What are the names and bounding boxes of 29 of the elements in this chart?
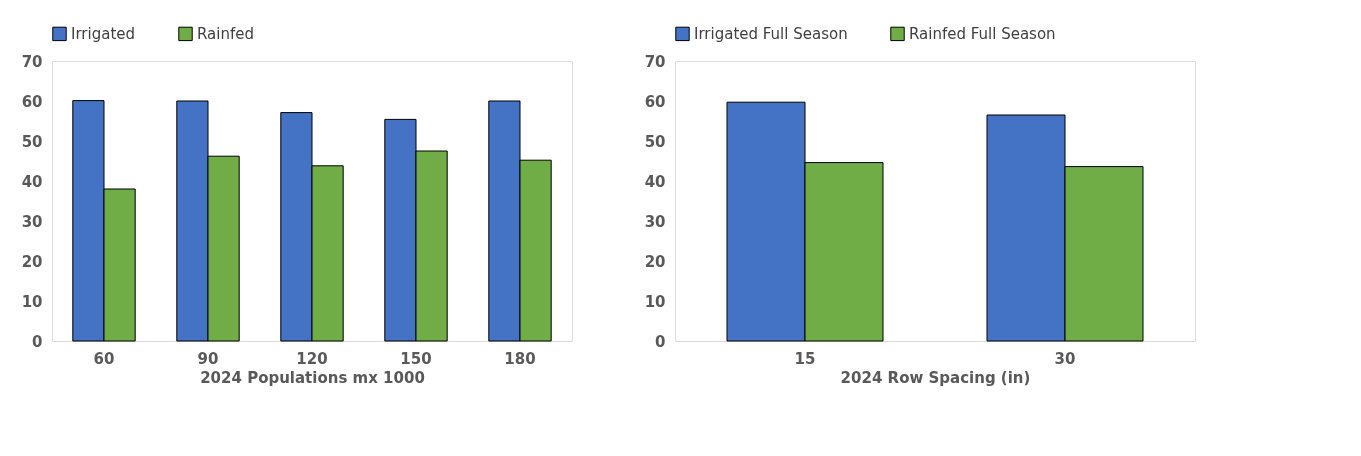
y-tick-label: 0: [655, 332, 666, 351]
y-tick-label: 10: [21, 292, 43, 311]
y-tick-label: 0: [32, 332, 43, 351]
x-tick-label: 180: [504, 349, 536, 368]
x-axis-title: 2024 Populations mx 1000: [200, 368, 425, 387]
legend-label: Irrigated Full Season: [694, 24, 848, 43]
legend-label: Irrigated: [71, 24, 136, 43]
y-tick-label: 30: [644, 212, 666, 231]
y-tick-label: 20: [644, 252, 666, 271]
x-tick-label: 120: [296, 349, 328, 368]
x-tick-label: 15: [794, 349, 816, 368]
y-tick-label: 40: [644, 172, 666, 191]
x-axis-title: 2024 Row Spacing (in): [840, 368, 1031, 387]
y-tick-label: 70: [21, 52, 43, 71]
y-tick-label: 50: [21, 132, 43, 151]
y-tick-label: 60: [644, 92, 666, 111]
legend-label: Rainfed: [197, 24, 254, 43]
x-tick-label: 90: [197, 349, 219, 368]
x-tick-label: 60: [93, 349, 115, 368]
y-tick-label: 30: [21, 212, 43, 231]
x-tick-label: 150: [400, 349, 432, 368]
y-tick-label: 20: [21, 252, 43, 271]
y-tick-label: 10: [644, 292, 666, 311]
x-tick-label: 30: [1054, 349, 1076, 368]
y-tick-label: 50: [644, 132, 666, 151]
y-tick-label: 40: [21, 172, 43, 191]
y-tick-label: 70: [644, 52, 666, 71]
y-tick-label: 60: [21, 92, 43, 111]
legend-label: Rainfed Full Season: [909, 24, 1056, 43]
